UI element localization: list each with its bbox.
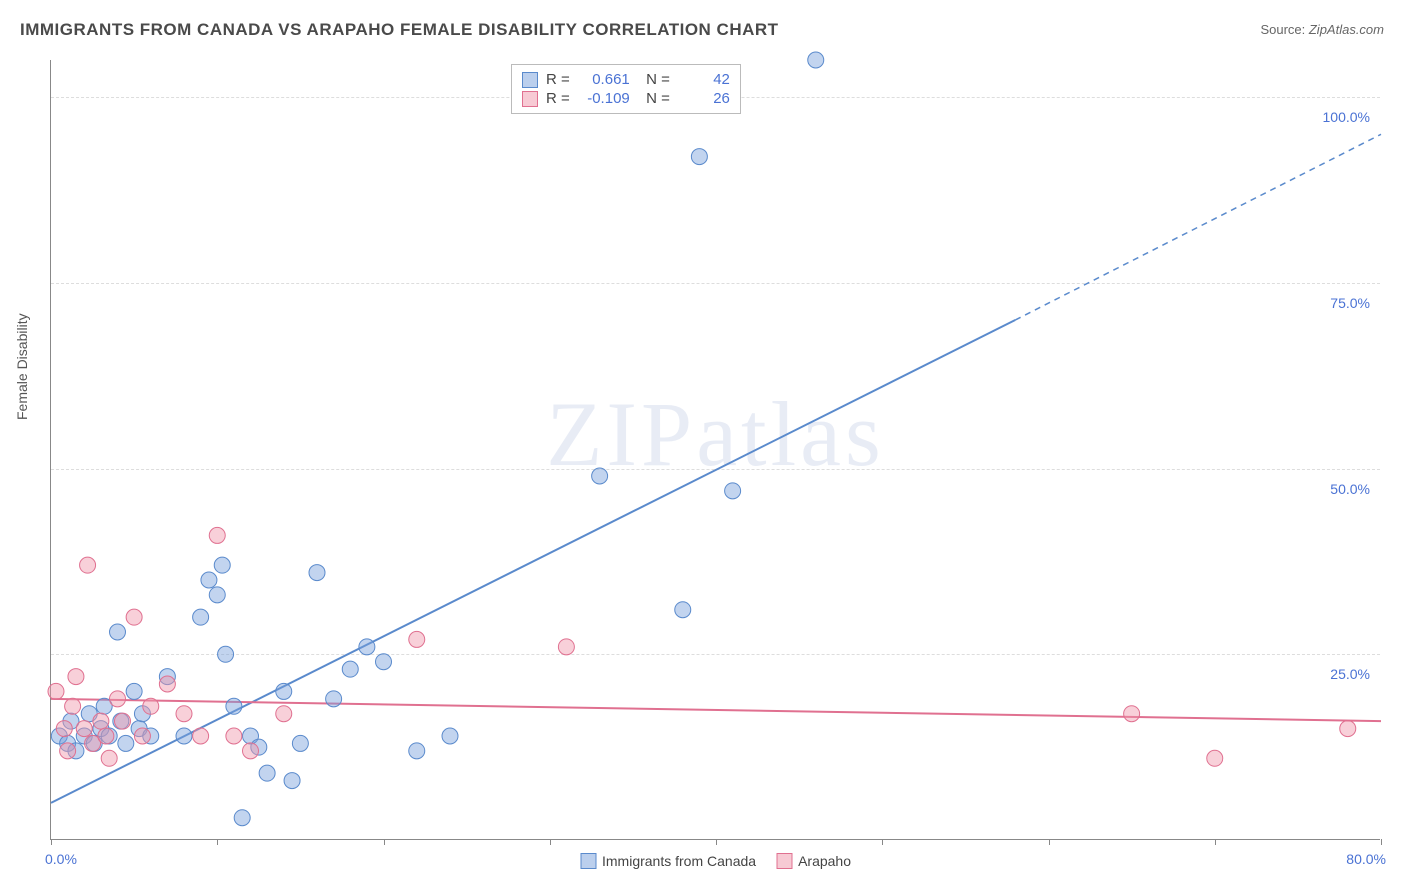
data-point xyxy=(68,669,84,685)
data-point xyxy=(226,698,242,714)
data-point xyxy=(176,706,192,722)
n-label: N = xyxy=(638,90,670,107)
data-point xyxy=(409,743,425,759)
r-label: R = xyxy=(546,71,570,88)
data-point xyxy=(134,728,150,744)
data-point xyxy=(376,654,392,670)
x-tick-mark xyxy=(217,839,218,845)
data-point xyxy=(226,728,242,744)
data-point xyxy=(80,557,96,573)
data-point xyxy=(110,691,126,707)
series-legend: Immigrants from Canada Arapaho xyxy=(580,853,851,869)
data-point xyxy=(276,706,292,722)
data-point xyxy=(110,624,126,640)
data-point xyxy=(176,728,192,744)
data-point xyxy=(193,728,209,744)
data-point xyxy=(126,609,142,625)
n-value: 42 xyxy=(678,71,730,88)
data-point xyxy=(342,661,358,677)
data-point xyxy=(60,743,76,759)
data-point xyxy=(409,631,425,647)
data-point xyxy=(558,639,574,655)
legend-row-series-2: R = -0.109 N = 26 xyxy=(522,90,730,107)
data-point xyxy=(209,527,225,543)
legend-item-series-2: Arapaho xyxy=(776,853,851,869)
series-name: Immigrants from Canada xyxy=(602,853,756,869)
data-point xyxy=(276,683,292,699)
data-point xyxy=(201,572,217,588)
x-end-label: 80.0% xyxy=(1346,851,1386,867)
data-point xyxy=(725,483,741,499)
data-point xyxy=(1340,721,1356,737)
data-point xyxy=(284,773,300,789)
data-point xyxy=(126,683,142,699)
data-point xyxy=(159,676,175,692)
x-tick-mark xyxy=(882,839,883,845)
x-tick-mark xyxy=(1215,839,1216,845)
scatter-svg xyxy=(51,60,1380,839)
data-point xyxy=(326,691,342,707)
data-point xyxy=(691,149,707,165)
data-point xyxy=(143,698,159,714)
data-point xyxy=(98,728,114,744)
x-tick-mark xyxy=(716,839,717,845)
swatch-icon xyxy=(776,853,792,869)
data-point xyxy=(1124,706,1140,722)
data-point xyxy=(193,609,209,625)
n-value: 26 xyxy=(678,90,730,107)
data-point xyxy=(114,713,130,729)
data-point xyxy=(214,557,230,573)
data-point xyxy=(359,639,375,655)
source-prefix: Source: xyxy=(1260,22,1308,37)
swatch-icon xyxy=(522,91,538,107)
series-name: Arapaho xyxy=(798,853,851,869)
swatch-icon xyxy=(522,72,538,88)
x-tick-mark xyxy=(384,839,385,845)
legend-item-series-1: Immigrants from Canada xyxy=(580,853,756,869)
data-point xyxy=(259,765,275,781)
source-attribution: Source: ZipAtlas.com xyxy=(1260,22,1384,37)
chart-title: IMMIGRANTS FROM CANADA VS ARAPAHO FEMALE… xyxy=(20,20,779,40)
data-point xyxy=(93,713,109,729)
data-point xyxy=(309,565,325,581)
y-axis-label: Female Disability xyxy=(14,313,30,420)
data-point xyxy=(118,735,134,751)
data-point xyxy=(76,721,92,737)
data-point xyxy=(442,728,458,744)
data-point xyxy=(592,468,608,484)
x-start-label: 0.0% xyxy=(45,851,77,867)
data-point xyxy=(209,587,225,603)
legend-row-series-1: R = 0.661 N = 42 xyxy=(522,71,730,88)
data-point xyxy=(292,735,308,751)
data-point xyxy=(243,743,259,759)
x-tick-mark xyxy=(550,839,551,845)
x-tick-mark xyxy=(51,839,52,845)
r-value: -0.109 xyxy=(578,90,630,107)
plot-area: ZIPatlas 25.0%50.0%75.0%100.0% R = 0.661… xyxy=(50,60,1380,840)
x-tick-mark xyxy=(1381,839,1382,845)
r-value: 0.661 xyxy=(578,71,630,88)
swatch-icon xyxy=(580,853,596,869)
data-point xyxy=(675,602,691,618)
x-tick-mark xyxy=(1049,839,1050,845)
data-point xyxy=(56,721,72,737)
data-point xyxy=(65,698,81,714)
n-label: N = xyxy=(638,71,670,88)
data-point xyxy=(101,750,117,766)
trend-line xyxy=(51,699,1381,721)
data-point xyxy=(1207,750,1223,766)
source-name: ZipAtlas.com xyxy=(1309,22,1384,37)
correlation-legend: R = 0.661 N = 42 R = -0.109 N = 26 xyxy=(511,64,741,114)
data-point xyxy=(808,52,824,68)
data-point xyxy=(218,646,234,662)
data-point xyxy=(234,810,250,826)
trend-line-extension xyxy=(1015,134,1381,320)
r-label: R = xyxy=(546,90,570,107)
data-point xyxy=(48,683,64,699)
